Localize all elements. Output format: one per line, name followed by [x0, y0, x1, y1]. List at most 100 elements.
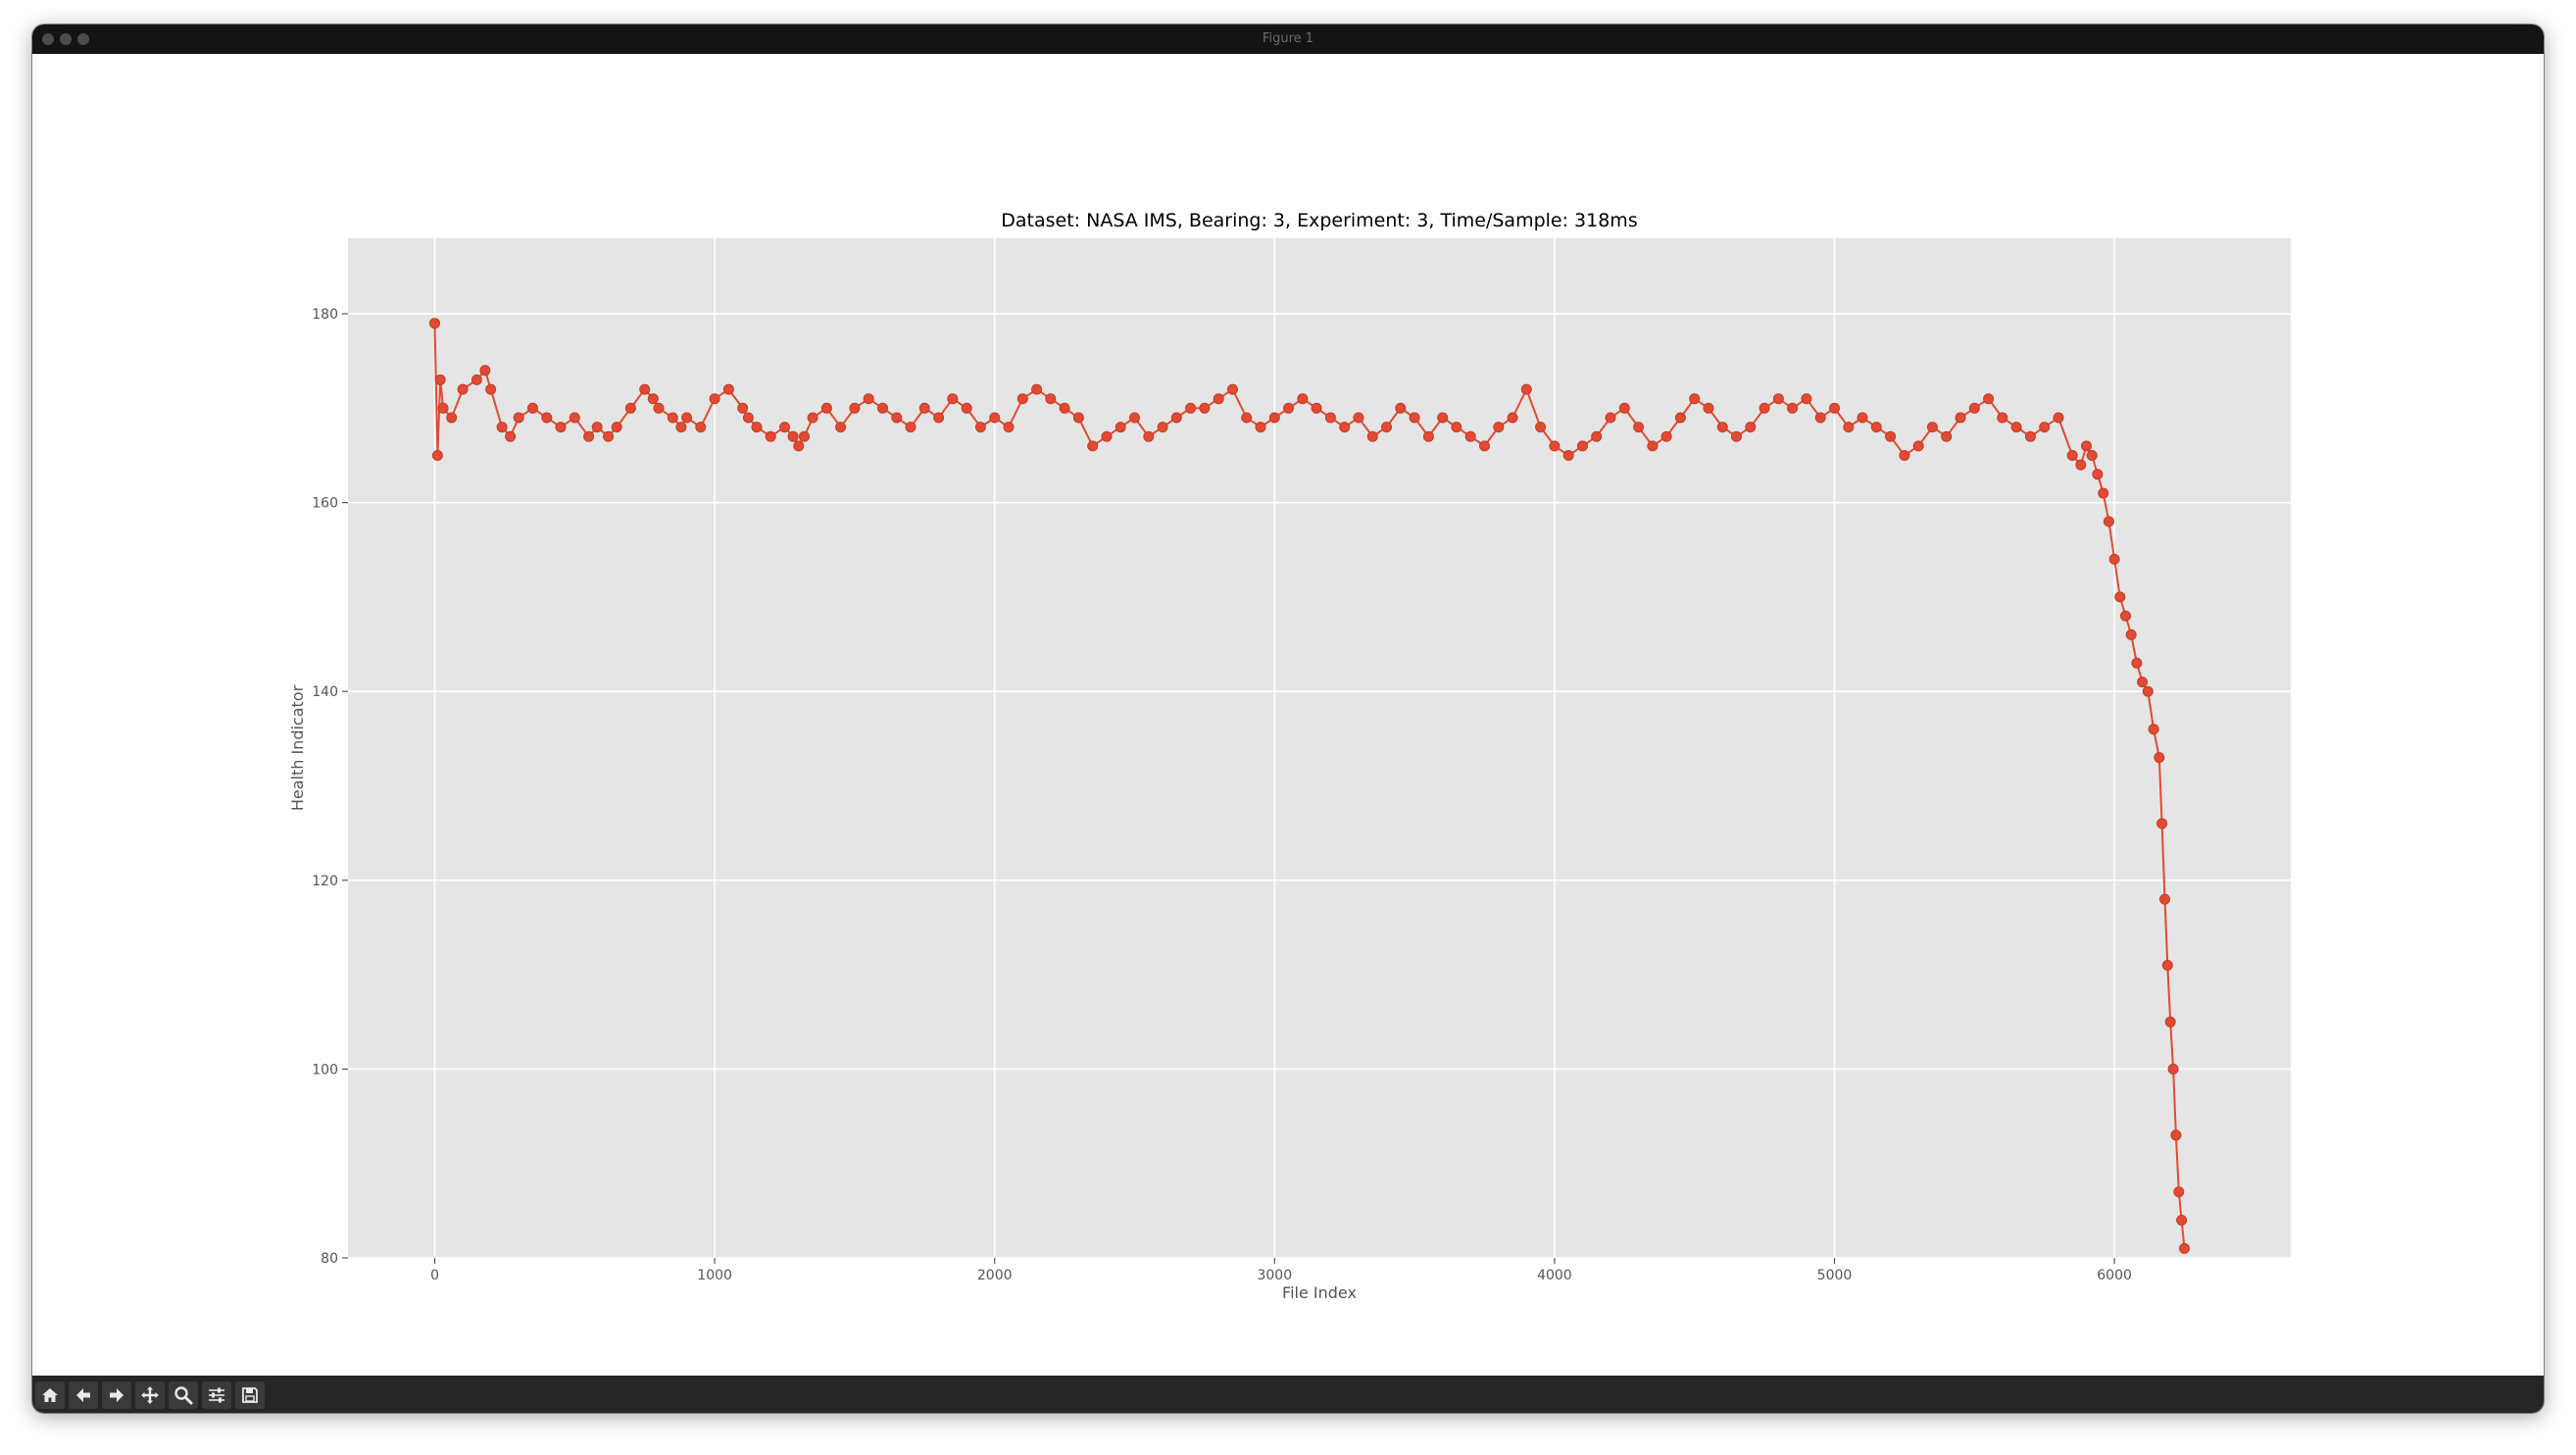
data-point — [1843, 422, 1855, 433]
window-title: Figure 1 — [1262, 31, 1314, 46]
data-point — [835, 422, 847, 433]
pan-button[interactable] — [135, 1381, 165, 1409]
data-point — [1493, 422, 1505, 433]
move-icon — [141, 1386, 159, 1404]
data-point — [1087, 440, 1099, 452]
data-point — [555, 422, 567, 433]
data-point — [1591, 430, 1603, 442]
data-point — [793, 440, 805, 452]
data-point — [1115, 422, 1126, 433]
minimize-window-button[interactable] — [60, 33, 72, 45]
data-point — [2148, 724, 2159, 735]
x-tick-label: 2000 — [977, 1268, 1013, 1283]
data-point — [2176, 1215, 2188, 1226]
data-point — [457, 383, 469, 395]
data-point — [429, 318, 440, 329]
data-point — [1311, 402, 1322, 414]
data-point — [437, 402, 449, 414]
data-point — [541, 412, 553, 424]
x-tick-label: 1000 — [697, 1268, 732, 1283]
data-point — [1199, 402, 1211, 414]
back-button[interactable] — [69, 1381, 98, 1409]
plot-area — [348, 238, 2291, 1258]
data-point — [1157, 422, 1168, 433]
data-point — [2173, 1186, 2185, 1198]
data-point — [1801, 393, 1812, 405]
data-point — [1227, 383, 1238, 395]
sliders-icon — [209, 1387, 224, 1403]
data-point — [471, 374, 482, 385]
figure-canvas[interactable]: 0 1000 2000 3000 4000 5000 6000 80 100 120 140 160 1… — [32, 54, 2544, 1376]
data-point — [1716, 422, 1728, 433]
data-point — [947, 393, 959, 405]
data-point — [2098, 487, 2109, 499]
data-point — [695, 422, 707, 433]
data-point — [1885, 430, 1897, 442]
save-icon — [242, 1387, 258, 1403]
data-point — [2075, 459, 2087, 471]
data-point — [1129, 412, 1140, 424]
data-point — [2154, 752, 2165, 764]
data-point — [877, 402, 888, 414]
data-point — [505, 430, 517, 442]
data-point — [2114, 591, 2126, 603]
search-icon — [174, 1386, 193, 1405]
data-point — [1549, 440, 1560, 452]
data-point — [1745, 422, 1757, 433]
data-point — [1689, 393, 1701, 405]
data-point — [1605, 412, 1616, 424]
x-tick-label: 0 — [430, 1268, 439, 1283]
data-point — [787, 430, 799, 442]
maximize-window-button[interactable] — [77, 33, 89, 45]
data-point — [1507, 412, 1518, 424]
data-point — [2125, 628, 2137, 640]
data-point — [2066, 450, 2078, 461]
close-window-button[interactable] — [42, 33, 54, 45]
data-point — [1674, 412, 1686, 424]
data-point — [1464, 430, 1476, 442]
data-point — [1520, 383, 1532, 395]
data-point — [2167, 1063, 2179, 1075]
configure-subplots-button[interactable] — [202, 1381, 231, 1409]
data-point — [434, 374, 446, 385]
data-point — [2164, 1016, 2176, 1028]
data-point — [446, 412, 458, 424]
data-point — [496, 422, 508, 433]
data-point — [974, 422, 986, 433]
y-tick-label: 140 — [312, 684, 338, 700]
data-point — [624, 402, 636, 414]
data-point — [1983, 393, 1995, 405]
data-point — [1941, 430, 1953, 442]
data-point — [2092, 469, 2104, 480]
data-point — [1241, 412, 1253, 424]
data-point — [2159, 893, 2170, 905]
data-point — [1535, 422, 1547, 433]
data-point — [2156, 818, 2168, 829]
data-point — [1016, 393, 1028, 405]
navigation-toolbar — [32, 1376, 2544, 1413]
data-point — [2024, 430, 2036, 442]
series-layer — [429, 318, 2190, 1254]
data-point — [1366, 430, 1378, 442]
data-point — [1633, 422, 1645, 433]
x-tick-label: 3000 — [1257, 1268, 1292, 1283]
data-point — [1618, 402, 1630, 414]
data-point — [2039, 422, 2051, 433]
data-point — [820, 402, 832, 414]
forward-button[interactable] — [102, 1381, 131, 1409]
data-point — [1045, 393, 1057, 405]
data-point — [2103, 516, 2114, 527]
save-button[interactable] — [235, 1381, 265, 1409]
home-button[interactable] — [35, 1381, 65, 1409]
data-point — [1031, 383, 1043, 395]
data-point — [849, 402, 861, 414]
zoom-button[interactable] — [169, 1381, 198, 1409]
x-tick-label: 4000 — [1537, 1268, 1572, 1283]
data-point — [667, 412, 678, 424]
data-point — [918, 402, 930, 414]
data-point — [591, 422, 603, 433]
x-axis-label: File Index — [1282, 1283, 1357, 1302]
data-point — [2120, 610, 2131, 622]
data-point — [1143, 430, 1155, 442]
data-point — [742, 412, 754, 424]
